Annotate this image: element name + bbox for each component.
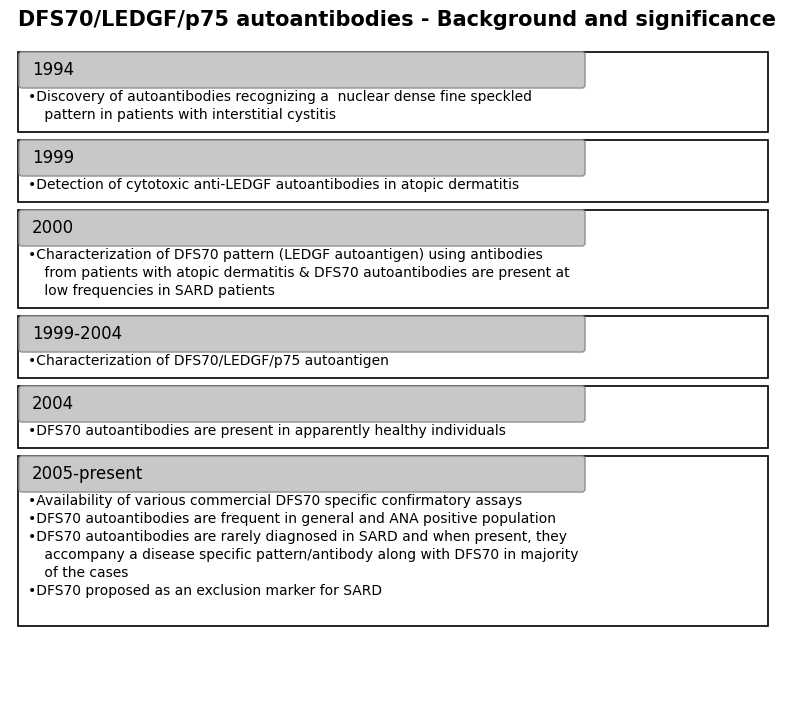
- Text: •DFS70 autoantibodies are present in apparently healthy individuals: •DFS70 autoantibodies are present in app…: [28, 424, 506, 438]
- Text: 2005-present: 2005-present: [32, 465, 143, 483]
- Text: DFS70/LEDGF/p75 autoantibodies - Background and significance: DFS70/LEDGF/p75 autoantibodies - Backgro…: [18, 10, 776, 30]
- Bar: [18, 210, 768, 308]
- Text: 1999-2004: 1999-2004: [32, 325, 122, 343]
- Text: •DFS70 proposed as an exclusion marker for SARD: •DFS70 proposed as an exclusion marker f…: [28, 584, 382, 598]
- Text: low frequencies in SARD patients: low frequencies in SARD patients: [40, 284, 275, 298]
- FancyBboxPatch shape: [19, 316, 585, 352]
- Text: 2000: 2000: [32, 219, 74, 237]
- Text: •Characterization of DFS70/LEDGF/p75 autoantigen: •Characterization of DFS70/LEDGF/p75 aut…: [28, 354, 389, 368]
- Text: of the cases: of the cases: [40, 566, 128, 580]
- FancyBboxPatch shape: [19, 456, 585, 492]
- FancyBboxPatch shape: [19, 210, 585, 246]
- Text: •DFS70 autoantibodies are frequent in general and ANA positive population: •DFS70 autoantibodies are frequent in ge…: [28, 512, 556, 526]
- FancyBboxPatch shape: [19, 140, 585, 176]
- Text: 1999: 1999: [32, 149, 74, 167]
- Bar: [18, 456, 768, 626]
- Text: •Characterization of DFS70 pattern (LEDGF autoantigen) using antibodies: •Characterization of DFS70 pattern (LEDG…: [28, 248, 543, 262]
- Text: 2004: 2004: [32, 395, 74, 413]
- Bar: [18, 386, 768, 448]
- Text: •Availability of various commercial DFS70 specific confirmatory assays: •Availability of various commercial DFS7…: [28, 494, 522, 508]
- Text: •Detection of cytotoxic anti-LEDGF autoantibodies in atopic dermatitis: •Detection of cytotoxic anti-LEDGF autoa…: [28, 178, 519, 192]
- Text: accompany a disease specific pattern/antibody along with DFS70 in majority: accompany a disease specific pattern/ant…: [40, 548, 578, 562]
- Text: pattern in patients with interstitial cystitis: pattern in patients with interstitial cy…: [40, 108, 336, 122]
- FancyBboxPatch shape: [19, 386, 585, 422]
- Text: 1994: 1994: [32, 61, 74, 79]
- Text: from patients with atopic dermatitis & DFS70 autoantibodies are present at: from patients with atopic dermatitis & D…: [40, 266, 570, 280]
- FancyBboxPatch shape: [19, 52, 585, 88]
- Text: •DFS70 autoantibodies are rarely diagnosed in SARD and when present, they: •DFS70 autoantibodies are rarely diagnos…: [28, 530, 567, 544]
- Text: •Discovery of autoantibodies recognizing a  nuclear dense fine speckled: •Discovery of autoantibodies recognizing…: [28, 90, 532, 104]
- Bar: [18, 140, 768, 202]
- Bar: [18, 52, 768, 132]
- Bar: [18, 316, 768, 378]
